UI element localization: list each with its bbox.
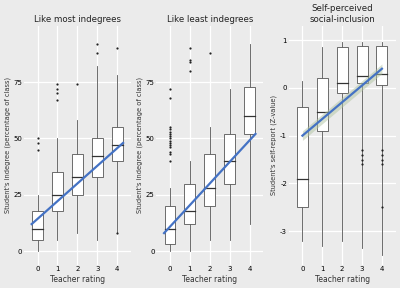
Bar <box>32 211 43 240</box>
X-axis label: Teacher rating: Teacher rating <box>315 275 370 284</box>
Bar <box>52 172 63 211</box>
Bar <box>112 127 122 161</box>
Bar <box>376 46 387 86</box>
Bar <box>72 154 83 195</box>
Bar <box>297 107 308 207</box>
Bar <box>244 87 255 134</box>
Bar <box>337 47 348 93</box>
Bar <box>164 206 176 245</box>
Title: Self-perceived
social-inclusion: Self-perceived social-inclusion <box>309 4 375 24</box>
Bar <box>224 134 235 183</box>
Y-axis label: Student's indegree (percentage of class): Student's indegree (percentage of class) <box>4 77 11 213</box>
Bar <box>92 139 103 177</box>
Bar <box>204 154 215 206</box>
X-axis label: Teacher rating: Teacher rating <box>50 275 105 284</box>
Title: Like most indegrees: Like most indegrees <box>34 15 121 24</box>
Y-axis label: Student's indegree (percentage of class): Student's indegree (percentage of class) <box>136 77 143 213</box>
X-axis label: Teacher rating: Teacher rating <box>182 275 237 284</box>
Bar <box>356 46 368 83</box>
Title: Like least indegrees: Like least indegrees <box>166 15 253 24</box>
Bar <box>317 78 328 131</box>
Bar <box>184 183 195 224</box>
Y-axis label: Student's self-report (Z-value): Student's self-report (Z-value) <box>271 95 277 195</box>
